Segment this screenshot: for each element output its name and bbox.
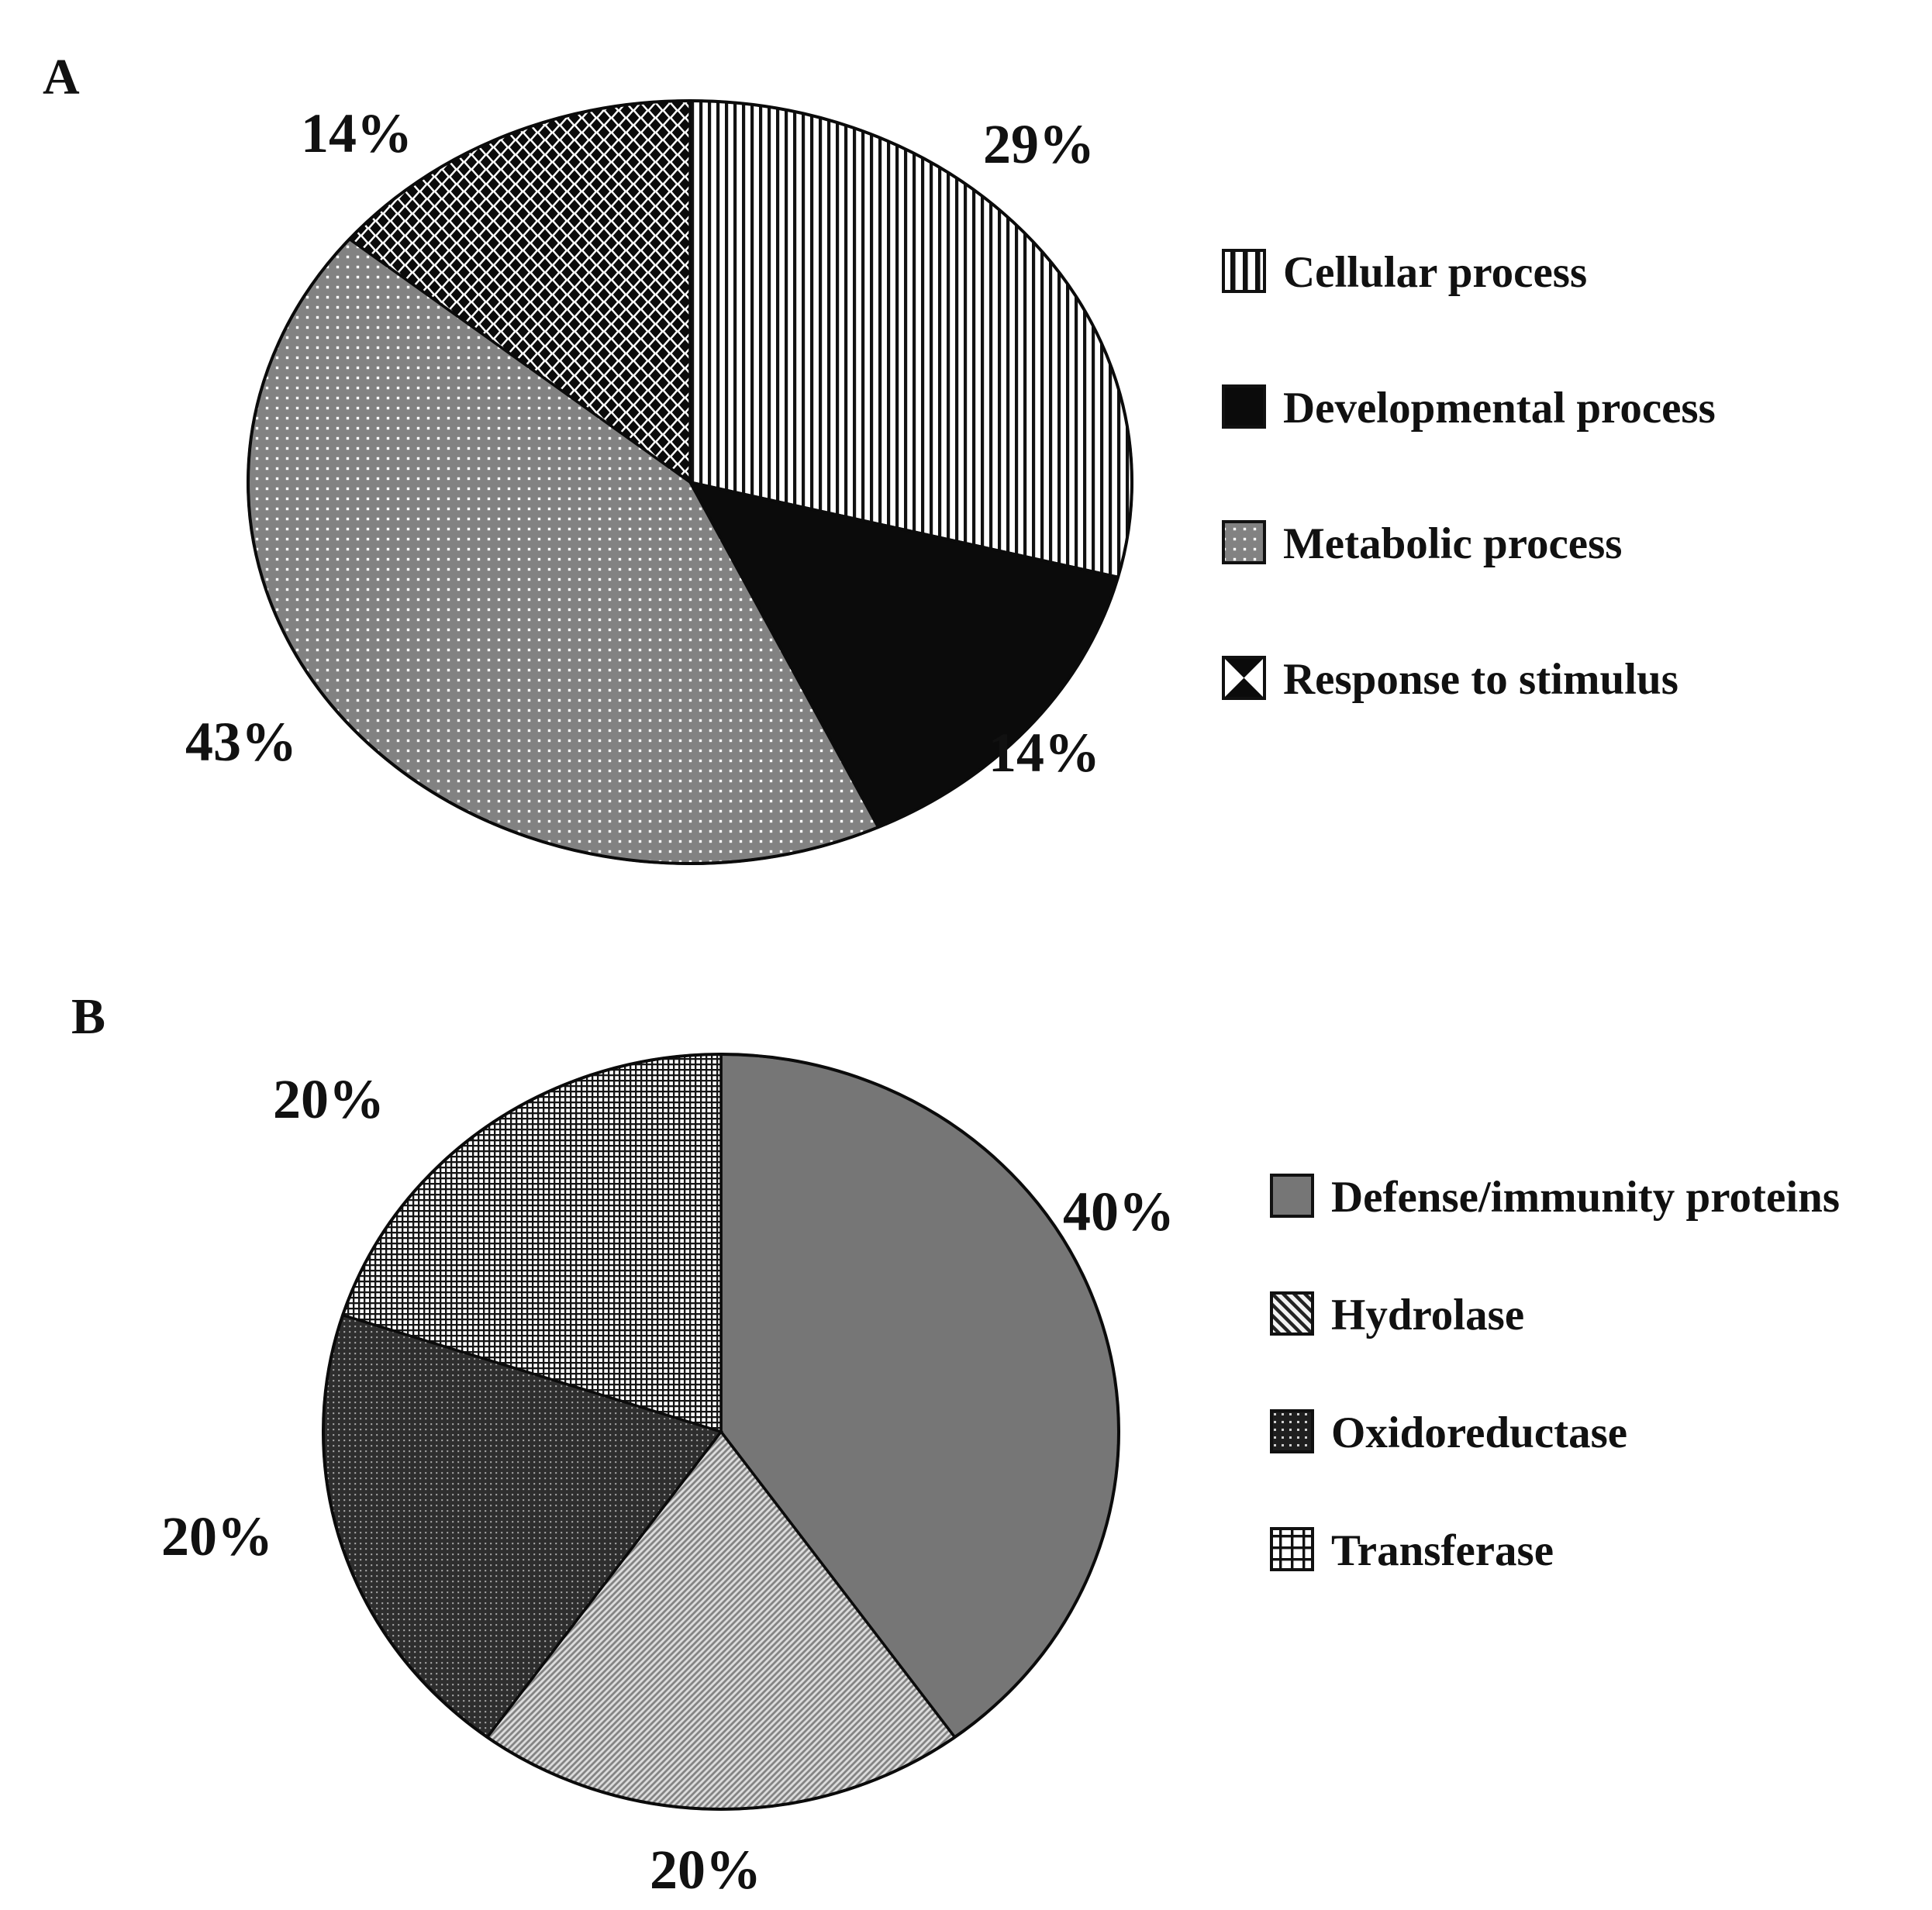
pie-a-label-developmental-process: 14% bbox=[988, 722, 1100, 784]
pie-chart-a bbox=[247, 99, 1133, 865]
legend-label: Transferase bbox=[1331, 1526, 1554, 1575]
legend-label: Metabolic process bbox=[1283, 519, 1622, 568]
pie-a-label-response-to-stimulus: 14% bbox=[301, 102, 412, 164]
pie-b-label-transferase: 20% bbox=[273, 1068, 385, 1130]
legend-label: Defense/immunity proteins bbox=[1331, 1173, 1840, 1222]
legend-item-response-to-stimulus: Response to stimulus bbox=[1222, 655, 1678, 704]
legend-label: Developmental process bbox=[1283, 384, 1716, 433]
pie-b-label-oxidoreductase: 20% bbox=[161, 1505, 273, 1567]
pie-b-label-hydrolase: 20% bbox=[650, 1839, 761, 1901]
legend-item-oxidoreductase: Oxidoreductase bbox=[1270, 1408, 1627, 1457]
legend-item-developmental-process: Developmental process bbox=[1222, 384, 1716, 433]
pie-a-label-metabolic-process: 43% bbox=[185, 711, 297, 773]
pie-b-label-defense-immunity-proteins: 40% bbox=[1063, 1181, 1175, 1243]
legend-panel-a: Cellular process Developmental process M… bbox=[1222, 248, 1716, 704]
legend-item-defense-immunity-proteins: Defense/immunity proteins bbox=[1270, 1173, 1840, 1222]
legend-swatch-vertical-stripes-icon bbox=[1222, 249, 1266, 293]
pie-b-outline bbox=[322, 1053, 1120, 1811]
legend-label: Cellular process bbox=[1283, 248, 1587, 297]
legend-swatch-gray-dots-icon bbox=[1222, 520, 1266, 564]
legend-swatch-solid-gray-icon bbox=[1270, 1174, 1314, 1218]
legend-swatch-dark-weave-icon bbox=[1270, 1409, 1314, 1453]
legend-swatch-diagonal-stripes-icon bbox=[1270, 1291, 1314, 1336]
legend-item-cellular-process: Cellular process bbox=[1222, 248, 1587, 297]
legend-label: Hydrolase bbox=[1331, 1291, 1524, 1339]
legend-item-hydrolase: Hydrolase bbox=[1270, 1291, 1524, 1339]
pie-a-outline bbox=[247, 99, 1133, 865]
legend-item-metabolic-process: Metabolic process bbox=[1222, 519, 1622, 568]
legend-swatch-solid-black-icon bbox=[1222, 384, 1266, 429]
legend-label: Response to stimulus bbox=[1283, 655, 1678, 704]
panel-a-letter: A bbox=[43, 49, 80, 105]
legend-swatch-grid-icon bbox=[1270, 1527, 1314, 1571]
panel-b-letter: B bbox=[71, 988, 105, 1045]
legend-panel-b: Defense/immunity proteins Hydrolase Oxid… bbox=[1270, 1173, 1840, 1575]
legend-item-transferase: Transferase bbox=[1270, 1526, 1554, 1575]
legend-swatch-diamond-bottom bbox=[1225, 677, 1263, 697]
pie-chart-b bbox=[322, 1053, 1120, 1811]
legend-label: Oxidoreductase bbox=[1331, 1408, 1627, 1457]
pie-a-label-cellular-process: 29% bbox=[983, 113, 1095, 175]
legend-swatch-diamond-top bbox=[1225, 659, 1263, 678]
